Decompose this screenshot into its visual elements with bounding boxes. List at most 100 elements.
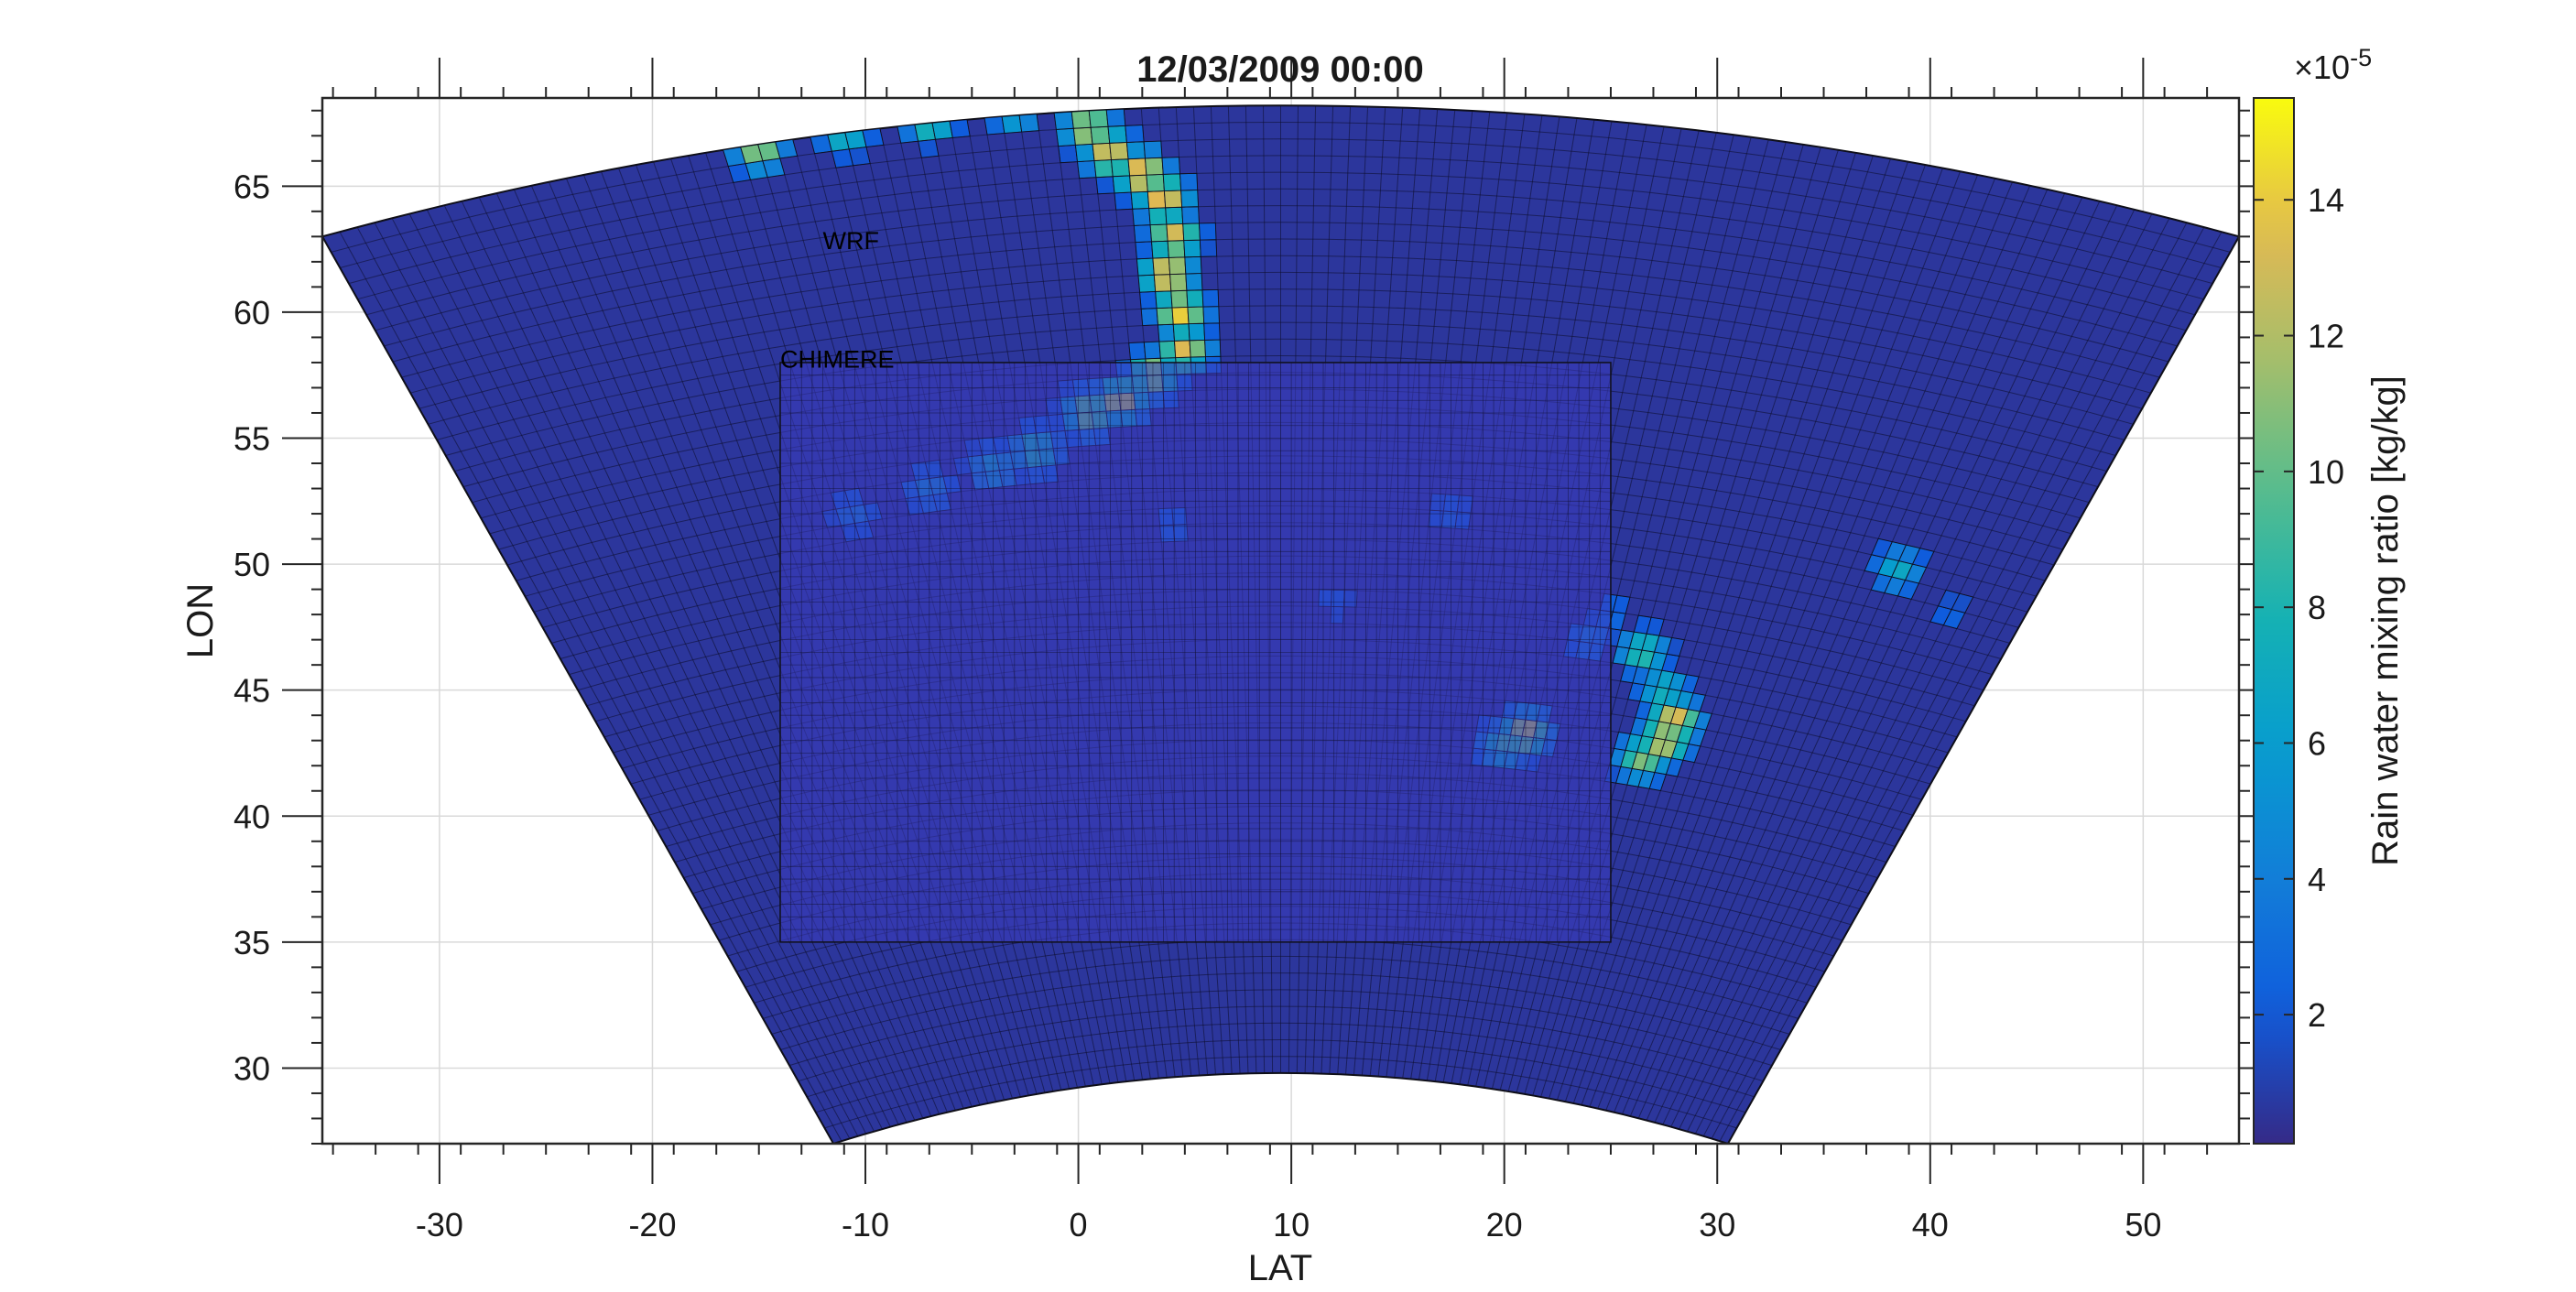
rain-cell	[1129, 174, 1148, 193]
wrf-mesh-line	[1581, 164, 1926, 1105]
rain-cell	[1145, 157, 1164, 176]
colorbar-tick-label: 14	[2308, 181, 2344, 219]
rain-cell	[1136, 257, 1155, 277]
rain-cell	[1201, 288, 1220, 308]
rain-cell	[1158, 340, 1177, 359]
rain-cell	[1074, 143, 1095, 163]
colorbar-exponent: ×10-5	[2294, 44, 2372, 86]
wrf-mesh-line	[408, 213, 875, 1132]
wrf-mesh-line	[530, 185, 932, 1117]
rain-cell	[1152, 256, 1171, 276]
rain-cell	[1153, 274, 1172, 292]
rain-cell	[949, 119, 971, 138]
y-axis-label: LON	[180, 583, 221, 658]
wrf-mesh-line	[443, 204, 891, 1127]
colorbar-gradient	[2253, 97, 2295, 1145]
rain-cell	[1202, 306, 1220, 324]
x-tick-label: 10	[1273, 1206, 1310, 1243]
wrf-mesh-line	[339, 231, 842, 1142]
x-tick-label: -10	[842, 1206, 889, 1243]
rain-cell	[1077, 160, 1097, 179]
x-tick-label: 30	[1699, 1206, 1735, 1243]
plot-frame	[321, 96, 2241, 1145]
rain-cell	[1185, 273, 1203, 291]
rain-cell	[1189, 339, 1206, 358]
rain-cell	[1147, 190, 1167, 209]
rain-cell	[1139, 290, 1158, 309]
rain-cell	[1199, 239, 1218, 257]
rain-cell	[1167, 240, 1186, 258]
wrf-mesh-line	[426, 209, 883, 1130]
wrf-mesh-line	[495, 192, 916, 1121]
x-axis-label: LAT	[1248, 1248, 1312, 1287]
wrf-mesh-line	[1564, 158, 1891, 1102]
axis-ticks: -30 -20 -10 0 10 20 30 40 50 30 35 40 45 50 55 60 65	[234, 58, 2279, 1243]
rain-cell	[1162, 173, 1182, 192]
wrf-mesh-line	[513, 189, 924, 1119]
rain-cell	[1125, 141, 1146, 160]
rain-cell	[1172, 323, 1190, 342]
rain-cell	[1133, 224, 1152, 244]
colorbar-tick-label: 10	[2308, 453, 2344, 491]
rain-cell	[1095, 176, 1115, 195]
rain-cell	[1146, 173, 1165, 192]
rain-cell	[1186, 289, 1204, 308]
rain-cell	[1001, 114, 1023, 134]
y-tick-label: 45	[234, 672, 270, 710]
rain-cell	[1181, 206, 1200, 224]
rain-cell	[1058, 144, 1078, 164]
wrf-mesh-line	[582, 174, 956, 1111]
rain-cell	[1149, 223, 1168, 243]
chimere-mesh	[779, 362, 1612, 943]
rain-cell	[1143, 140, 1163, 159]
rain-cell	[1090, 125, 1111, 145]
rain-cell	[1114, 191, 1134, 211]
rain-cell	[1170, 289, 1189, 309]
rain-cell	[1072, 126, 1093, 146]
wrf-mesh-line	[1572, 161, 1908, 1104]
wrf-mesh-line	[1654, 197, 2083, 1124]
wrf-mesh-line	[1687, 213, 2153, 1132]
colorbar-ticks: 2 4 6 8 10 12 14	[2254, 181, 2344, 1034]
y-tick-label: 65	[234, 168, 270, 205]
rain-cell	[1188, 322, 1206, 342]
wrf-mesh-line	[374, 222, 859, 1137]
rain-cell	[1182, 223, 1201, 242]
chimere-domain-label: CHIMERE	[780, 345, 895, 373]
colorbar-tick-label: 2	[2308, 996, 2326, 1034]
wrf-mesh-line	[478, 197, 908, 1124]
rain-cell	[1174, 340, 1191, 359]
wrf-mesh-line	[1702, 222, 2188, 1137]
rain-cell	[1199, 223, 1217, 241]
rain-cell	[1187, 306, 1205, 325]
wrf-mesh-line	[1614, 178, 1996, 1113]
rain-cell	[1092, 142, 1112, 161]
rain-cell	[1127, 157, 1147, 177]
wrf-mesh-line	[1597, 171, 1962, 1109]
chart-title: 12/03/2009 00:00	[1136, 49, 1424, 90]
wrf-mesh-line	[1662, 201, 2101, 1125]
x-tick-label: 0	[1070, 1206, 1088, 1243]
colorbar-exponent-base: ×10	[2294, 49, 2350, 86]
colorbar-tick-label: 8	[2308, 589, 2326, 626]
wrf-mesh-line	[461, 201, 899, 1125]
rain-cell	[1137, 274, 1157, 293]
y-tick-label: 40	[234, 798, 270, 835]
rain-cell	[1151, 240, 1169, 259]
rain-cell	[1109, 142, 1129, 160]
wrf-mesh-line	[1646, 192, 2066, 1121]
colorbar-tick-label: 6	[2308, 724, 2326, 762]
wrf-mesh-line	[1679, 209, 2136, 1130]
rain-cell	[1180, 190, 1200, 208]
rain-cell	[1168, 256, 1187, 276]
rain-cell	[1184, 255, 1202, 275]
rain-cell	[1135, 241, 1154, 260]
rain-cell	[1171, 306, 1190, 325]
wrf-mesh-line	[1637, 189, 2049, 1119]
rain-cell	[1105, 108, 1126, 127]
wrf-mesh-line	[1621, 181, 2014, 1115]
rain-cell	[1018, 114, 1040, 133]
rain-cell	[1203, 322, 1221, 341]
colorbar-tick-label: 4	[2308, 861, 2326, 898]
